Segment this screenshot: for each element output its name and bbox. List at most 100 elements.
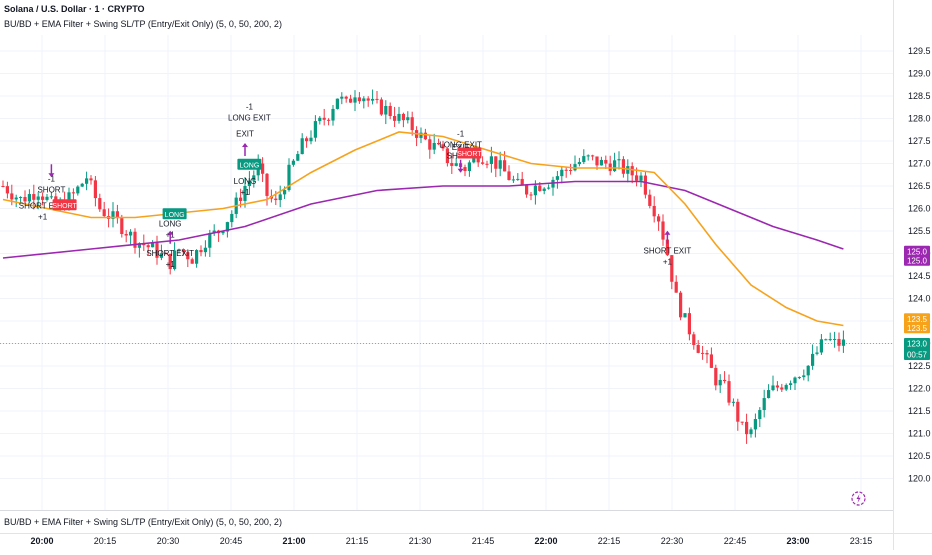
candle	[19, 197, 23, 199]
candle	[212, 230, 216, 234]
candle	[696, 344, 700, 353]
candle	[635, 175, 639, 181]
candle	[538, 185, 542, 191]
candle	[247, 180, 251, 187]
candle	[313, 121, 317, 138]
price-axis-badge	[904, 254, 930, 266]
candle	[749, 429, 753, 435]
price-axis-countdown: 00:57	[907, 351, 928, 360]
candle	[80, 183, 84, 187]
candle	[692, 334, 696, 345]
candle	[705, 352, 709, 355]
symbol-title[interactable]: Solana / U.S. Dollar · 1 · CRYPTO	[4, 4, 145, 14]
candle	[371, 98, 375, 101]
candle	[115, 211, 119, 219]
candle	[133, 231, 137, 248]
indicator-pane-label[interactable]: BU/BD + EMA Filter + Swing SL/TP (Entry/…	[4, 517, 282, 527]
candle	[784, 385, 788, 390]
signal-arrow-head	[457, 168, 464, 173]
candle	[819, 339, 823, 353]
candle	[780, 387, 784, 390]
candle	[45, 196, 49, 200]
candle	[555, 176, 559, 180]
signal-badge-text: SHORT	[457, 151, 482, 158]
candle	[340, 96, 344, 99]
candle	[432, 143, 436, 150]
x-tick-label: 20:15	[94, 536, 117, 546]
signal-label: +1	[663, 258, 673, 267]
candle	[833, 338, 837, 340]
candle	[5, 186, 9, 194]
candle	[630, 166, 634, 176]
price-axis-badge-text: 123.0	[907, 340, 928, 349]
candle	[714, 367, 718, 386]
candle	[261, 163, 265, 174]
candle	[828, 339, 832, 341]
candle	[529, 194, 533, 196]
candle	[643, 175, 647, 195]
signal-label: EXIT	[236, 130, 254, 139]
candle	[379, 99, 383, 115]
y-tick-label: 122.0	[908, 384, 931, 394]
candle	[591, 155, 595, 157]
candle	[670, 255, 674, 282]
x-tick-label: 21:45	[472, 536, 495, 546]
candle	[124, 233, 128, 236]
candle	[283, 190, 287, 195]
candle	[410, 117, 414, 131]
y-tick-label: 122.5	[908, 361, 931, 371]
y-tick-label: 124.0	[908, 294, 931, 304]
candle	[472, 156, 476, 163]
candle	[208, 233, 212, 248]
candle	[278, 194, 282, 201]
y-tick-label: 126.5	[908, 181, 931, 191]
candle	[753, 419, 757, 430]
candle	[406, 117, 410, 121]
candle	[190, 259, 194, 264]
x-tick-label: 20:30	[157, 536, 180, 546]
y-tick-label: 127.0	[908, 159, 931, 169]
candle	[485, 163, 489, 165]
candle	[14, 197, 18, 200]
candle	[137, 243, 141, 248]
candle	[758, 410, 762, 420]
x-tick-label: 22:30	[661, 536, 684, 546]
candle	[111, 211, 115, 219]
candle	[296, 154, 300, 161]
signal-label: +1	[240, 188, 250, 197]
candle	[146, 245, 150, 248]
price-axis-border	[893, 0, 894, 550]
candle	[837, 338, 841, 346]
candle	[547, 187, 551, 189]
candle	[771, 385, 775, 391]
candle	[661, 221, 665, 240]
candle	[41, 196, 45, 200]
candle	[10, 193, 14, 200]
price-axis-badge-text: 125.0	[907, 256, 928, 265]
y-tick-label: 120.5	[908, 451, 931, 461]
candle	[309, 137, 313, 142]
x-tick-label: 20:45	[220, 536, 243, 546]
candle	[657, 216, 661, 222]
signal-label: -1	[246, 103, 254, 112]
signal-badge-text: LONG	[165, 212, 185, 219]
chart-settings-icon[interactable]	[851, 491, 866, 506]
candle	[274, 198, 278, 201]
candle	[639, 175, 643, 181]
candle	[621, 159, 625, 174]
candle	[300, 138, 304, 155]
candle	[507, 171, 511, 180]
x-tick-label: 21:15	[346, 536, 369, 546]
signal-badge	[237, 158, 262, 170]
y-tick-label: 124.5	[908, 271, 931, 281]
price-axis-badge	[904, 313, 930, 325]
candle	[586, 155, 590, 157]
y-tick-label: 125.5	[908, 226, 931, 236]
pane-separator[interactable]	[0, 510, 893, 511]
y-tick-label: 129.5	[908, 46, 931, 56]
candle	[652, 205, 656, 217]
candle	[577, 162, 581, 165]
indicator-title[interactable]: BU/BD + EMA Filter + Swing SL/TP (Entry/…	[4, 19, 282, 29]
